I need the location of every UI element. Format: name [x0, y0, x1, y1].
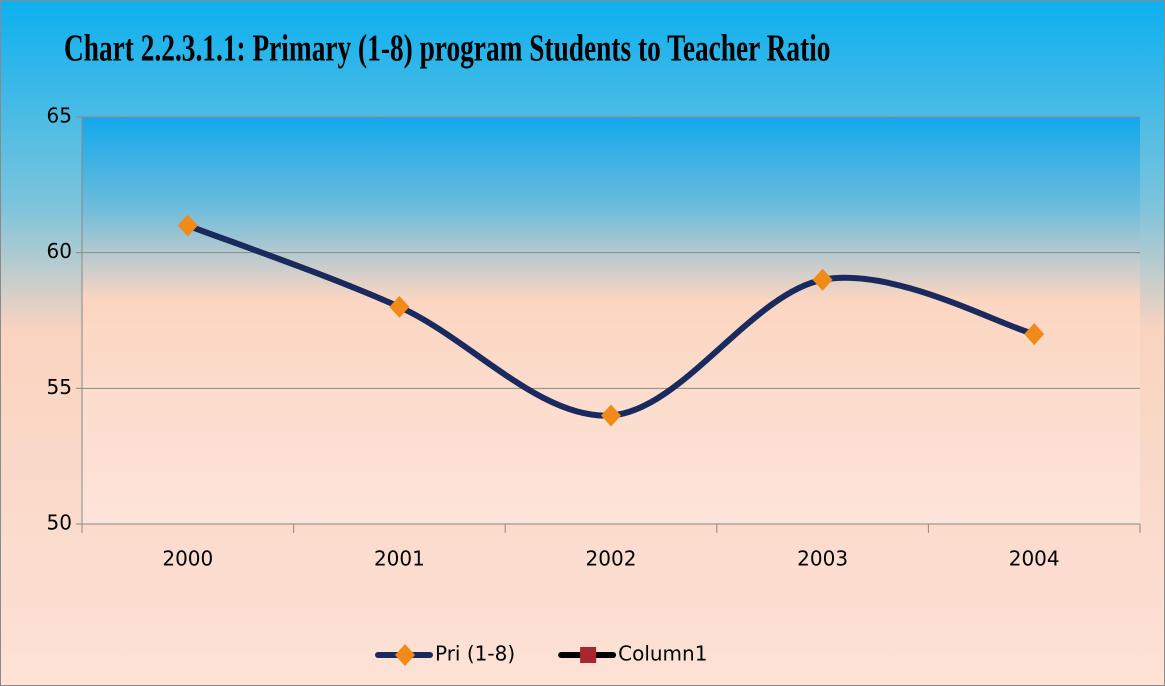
data-point	[1024, 323, 1045, 346]
x-tick-label: 2002	[586, 547, 637, 571]
y-tick-label: 50	[47, 511, 72, 535]
data-point	[812, 268, 833, 291]
y-tick-label: 55	[47, 375, 72, 399]
x-tick-label: 2000	[162, 547, 213, 571]
legend-label: Column1	[618, 642, 707, 666]
x-tick-label: 2001	[374, 547, 425, 571]
y-tick-label: 65	[47, 104, 72, 128]
legend-marker	[395, 644, 415, 666]
plot-area	[82, 117, 1140, 524]
chart-title: Chart 2.2.3.1.1: Primary (1-8) program S…	[64, 27, 831, 69]
y-tick-label: 60	[47, 239, 72, 263]
x-tick-label: 2003	[797, 547, 848, 571]
data-point	[177, 214, 198, 237]
x-tick-label: 2004	[1009, 547, 1060, 571]
data-point	[601, 404, 621, 427]
legend-marker	[580, 647, 597, 663]
legend-label: Pri (1-8)	[435, 642, 515, 666]
data-point	[389, 295, 410, 318]
